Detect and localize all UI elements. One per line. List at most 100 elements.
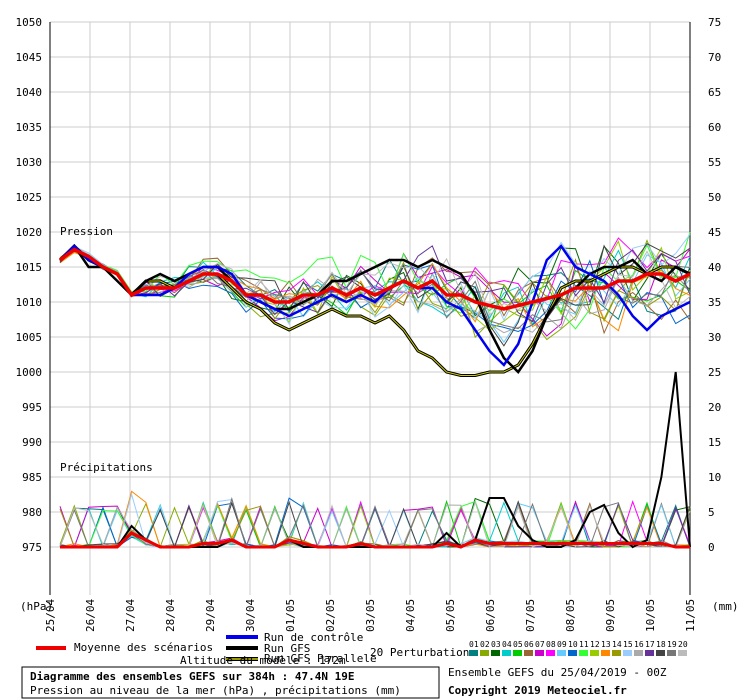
run-info: Ensemble GEFS du 25/04/2019 - 00Z [448, 666, 667, 679]
mean-pressure-line [58, 247, 691, 311]
right-tick-label: 20 [708, 401, 721, 414]
legend-mean-label: Moyenne des scénarios [74, 641, 213, 654]
right-tick-label: 35 [708, 296, 721, 309]
perturbation-number: 03 [491, 640, 501, 649]
perturbation-swatch [579, 650, 588, 656]
copyright: Copyright 2019 Meteociel.fr [448, 684, 627, 697]
perturbation-number: 12 [590, 640, 600, 649]
left-tick-label: 1025 [16, 191, 43, 204]
right-tick-label: 45 [708, 226, 721, 239]
perturbation-number: 16 [634, 640, 644, 649]
perturbation-number: 13 [601, 640, 611, 649]
perturbation-swatch [513, 650, 522, 656]
right-tick-label: 55 [708, 156, 721, 169]
pressure-section-label: Pression [60, 225, 113, 238]
x-tick-label: 07/05 [524, 599, 537, 632]
precip-section-label: Précipitations [60, 461, 153, 474]
right-tick-label: 25 [708, 366, 721, 379]
x-tick-label: 26/04 [84, 599, 97, 632]
perturbation-number: 19 [667, 640, 677, 649]
perturbation-number: 11 [579, 640, 589, 649]
perturbation-number: 10 [568, 640, 578, 649]
main-series-lines [58, 243, 691, 549]
grid [49, 21, 691, 595]
right-tick-label: 50 [708, 191, 721, 204]
perturbation-swatch [535, 650, 544, 656]
perturbation-number: 09 [557, 640, 567, 649]
perturbation-color-legend: 01 02 03 04 05 06 07 08 09 10 11 12 13 14 15 16 17 18 19 20 [469, 640, 688, 656]
left-tick-label: 975 [22, 541, 42, 554]
left-unit-label: (hPa) [20, 600, 53, 613]
perturbation-number: 15 [623, 640, 633, 649]
right-tick-label: 65 [708, 86, 721, 99]
perturbation-swatch [502, 650, 511, 656]
perturbation-swatch [590, 650, 599, 656]
x-tick-label: 06/05 [484, 599, 497, 632]
left-tick-label: 1015 [16, 261, 43, 274]
gfs-pressure-line [59, 244, 691, 374]
perturbation-swatch [491, 650, 500, 656]
perturbation-number: 04 [502, 640, 512, 649]
left-tick-label: 1020 [16, 226, 43, 239]
left-tick-label: 980 [22, 506, 42, 519]
right-tick-label: 5 [708, 506, 715, 519]
x-tick-label: 08/05 [564, 599, 577, 632]
gfs-parallel-pressure-line [58, 243, 691, 377]
x-tick-label: 04/05 [404, 599, 417, 632]
perturbation-pressure-line [59, 246, 691, 322]
right-tick-label: 15 [708, 436, 721, 449]
perturbation-swatch [667, 650, 676, 656]
caption-box [21, 666, 440, 699]
right-tick-label: 60 [708, 121, 721, 134]
perturbation-number: 18 [656, 640, 666, 649]
perturbation-swatch [469, 650, 478, 656]
perturbation-swatch [568, 650, 577, 656]
right-tick-label: 0 [708, 541, 715, 554]
perturbation-swatch [601, 650, 610, 656]
x-tick-label: 25/04 [44, 599, 57, 632]
left-tick-label: 1035 [16, 121, 43, 134]
legend-perturbations-label: 20 Perturbations [370, 646, 476, 659]
right-tick-label: 10 [708, 471, 721, 484]
perturbation-number: 17 [645, 640, 655, 649]
perturbation-precip-line [60, 502, 691, 548]
left-tick-label: 1030 [16, 156, 43, 169]
x-tick-label: 05/05 [444, 599, 457, 632]
perturbation-swatch [645, 650, 654, 656]
x-tick-label: 10/05 [644, 599, 657, 632]
legend: Moyenne des scénarios Run de contrôle Ru… [36, 631, 688, 665]
x-tick-label: 01/05 [284, 599, 297, 632]
perturbation-swatch [656, 650, 665, 656]
perturbation-number: 02 [480, 640, 490, 649]
x-tick-label: 28/04 [164, 599, 177, 632]
perturbation-number: 01 [469, 640, 479, 649]
x-tick-label: 27/04 [124, 599, 137, 632]
left-tick-label: 1045 [16, 51, 43, 64]
perturbation-number: 06 [524, 640, 534, 649]
perturbation-pressure-line [59, 248, 691, 321]
perturbation-precip-line [60, 502, 690, 548]
left-tick-label: 1040 [16, 86, 43, 99]
caption-title: Diagramme des ensembles GEFS sur 384h : … [30, 670, 355, 683]
right-tick-label: 30 [708, 331, 721, 344]
legend-gfs-label: Run GFS [264, 642, 310, 655]
control-pressure-line [59, 244, 691, 367]
right-unit-label: (mm) [712, 600, 739, 613]
right-tick-label: 40 [708, 261, 721, 274]
x-tick-label: 03/05 [364, 599, 377, 632]
right-tick-label: 75 [708, 16, 721, 29]
x-tick-label: 29/04 [204, 599, 217, 632]
gfs-parallel-pressure-inner [59, 245, 691, 376]
perturbation-swatch [546, 650, 555, 656]
x-tick-label: 02/05 [324, 599, 337, 632]
x-tick-label: 09/05 [604, 599, 617, 632]
left-tick-label: 1010 [16, 296, 43, 309]
altitude-label: Altitude du modèle : 172m [180, 654, 346, 667]
left-tick-label: 990 [22, 436, 42, 449]
perturbation-swatch [524, 650, 533, 656]
legend-gfs-parallel-label: Run GFS Parallele [264, 652, 377, 665]
x-tick-label: 30/04 [244, 599, 257, 632]
caption-subtitle: Pression au niveau de la mer (hPa) , pré… [30, 684, 401, 697]
mean-precip-line [60, 531, 690, 549]
